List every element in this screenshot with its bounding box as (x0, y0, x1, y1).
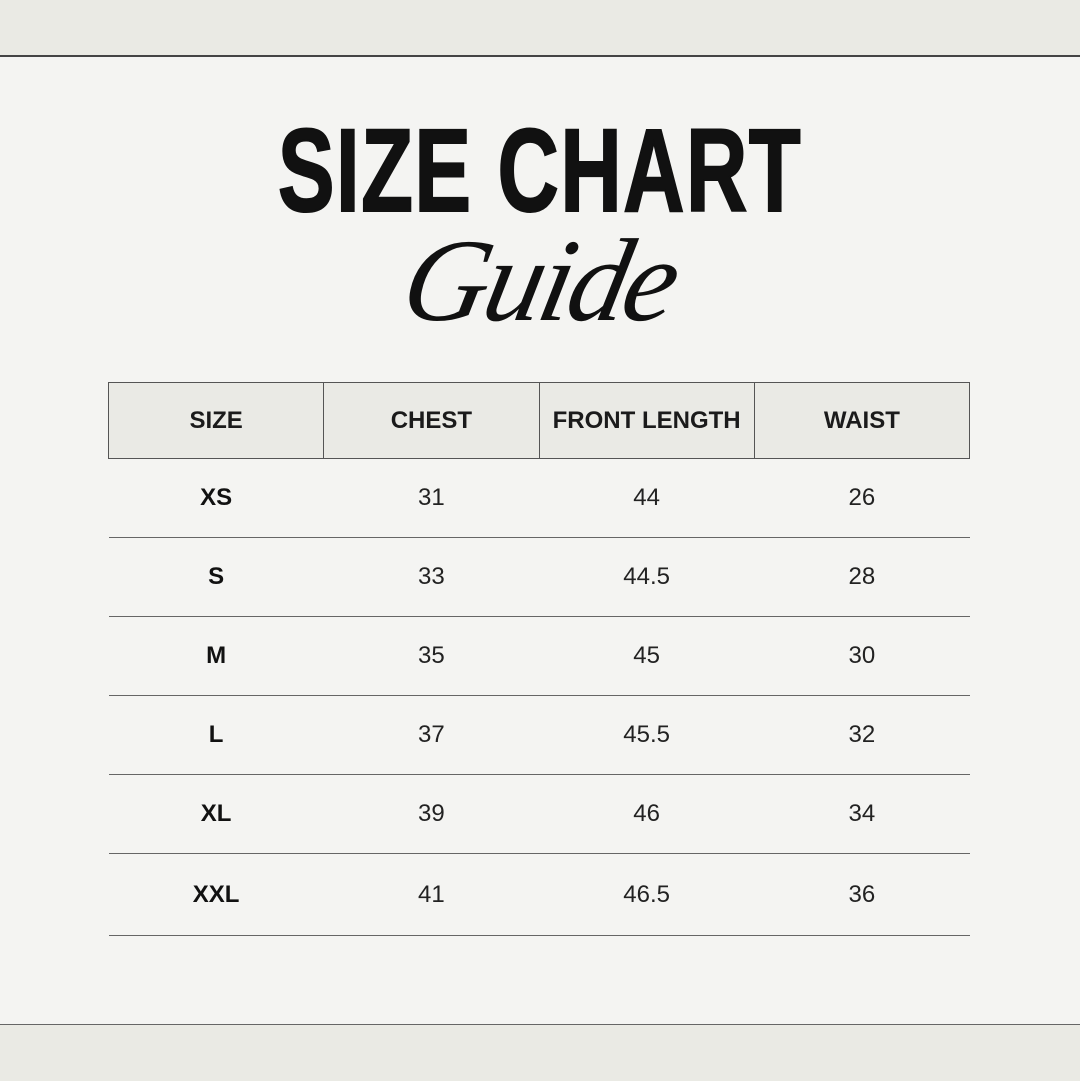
cell-waist: 26 (754, 458, 970, 538)
column-header-chest: CHEST (323, 382, 540, 459)
cell-chest: 37 (323, 695, 539, 775)
cell-waist: 32 (754, 695, 970, 775)
cell-front-length: 46.5 (539, 853, 755, 936)
table-header-row: SIZE CHEST FRONT LENGTH WAIST (107, 382, 971, 459)
column-header-front-length: FRONT LENGTH (538, 382, 755, 459)
table-row: XXL 41 46.5 36 (108, 853, 970, 936)
cell-size: XS (108, 458, 324, 538)
cell-waist: 36 (754, 853, 970, 936)
table-row: L 37 45.5 32 (108, 695, 970, 775)
column-header-waist: WAIST (753, 382, 971, 459)
cell-chest: 39 (323, 774, 539, 854)
column-header-size: SIZE (107, 382, 325, 459)
cell-front-length: 45 (539, 616, 755, 696)
cell-size: XL (108, 774, 324, 854)
cell-waist: 30 (754, 616, 970, 696)
table-row: S 33 44.5 28 (108, 537, 970, 617)
cell-size: L (108, 695, 324, 775)
cell-waist: 28 (754, 537, 970, 617)
cell-front-length: 44.5 (539, 537, 755, 617)
cell-size: XXL (108, 853, 324, 936)
cell-chest: 41 (323, 853, 539, 936)
bottom-band (0, 1024, 1080, 1081)
cell-front-length: 45.5 (539, 695, 755, 775)
cell-chest: 33 (323, 537, 539, 617)
size-table: SIZE CHEST FRONT LENGTH WAIST XS 31 44 26 S 3… (107, 382, 971, 936)
top-band (0, 0, 1080, 57)
cell-size: S (108, 537, 324, 617)
table-row: XS 31 44 26 (108, 458, 970, 538)
table-row: M 35 45 30 (108, 616, 970, 696)
cell-chest: 31 (323, 458, 539, 538)
cell-size: M (108, 616, 324, 696)
cell-front-length: 46 (539, 774, 755, 854)
cell-front-length: 44 (539, 458, 755, 538)
cell-chest: 35 (323, 616, 539, 696)
table-row: XL 39 46 34 (108, 774, 970, 854)
cell-waist: 34 (754, 774, 970, 854)
page-subtitle: Guide (391, 215, 689, 346)
page-title: SIZE CHART (277, 105, 803, 237)
